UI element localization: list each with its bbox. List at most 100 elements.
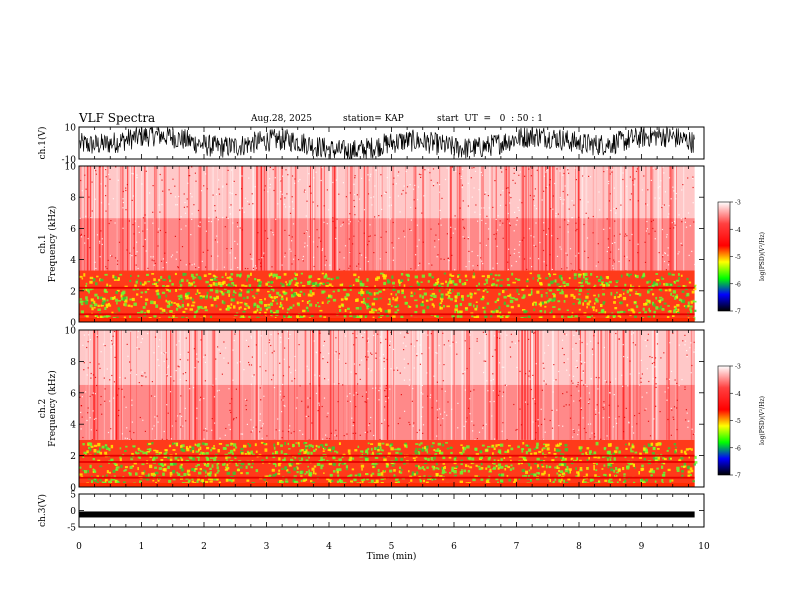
ch2-spec-speckle: [577, 434, 579, 436]
ch1-spec-speckle: [222, 216, 224, 219]
ch1-spec-band-speckle: [84, 314, 87, 317]
ch2-spec-band-speckle: [174, 456, 178, 460]
ch2-spec-band-speckle: [240, 461, 245, 466]
ch2-spec-band-speckle: [213, 457, 217, 461]
ch2-spec-band-speckle: [86, 450, 89, 454]
ch1-spec-speckle: [667, 216, 669, 218]
ch1-spec-band-speckle: [482, 306, 486, 309]
ch1-spec-band-speckle: [466, 294, 470, 298]
ch2-spec-band-speckle: [361, 480, 364, 484]
ch2-spec-speckle: [549, 419, 551, 422]
ch2-spec-band-speckle: [638, 457, 643, 459]
ch2-spec-speckle: [318, 402, 320, 404]
ch1-spec-streak: [296, 166, 298, 271]
ch2-spec-band-speckle: [423, 457, 427, 460]
ch2-spec-speckle: [153, 425, 155, 427]
ch1-spec-band-speckle: [594, 302, 596, 305]
ch1-spec-speckle: [269, 178, 271, 180]
ch2-spec-speckle: [223, 357, 225, 359]
ch2-spec-speckle: [533, 332, 535, 334]
ch2-spec-speckle: [280, 341, 282, 343]
ch1-spec-speckle: [288, 234, 290, 236]
ch1-spec-band-speckle: [107, 315, 111, 318]
ch2-spec-speckle: [645, 408, 647, 410]
ch1-spec-speckle: [644, 261, 647, 263]
ch1-spec-band-speckle: [189, 282, 194, 286]
ch1-spec-streak: [489, 166, 492, 271]
ch2-spec-speckle: [676, 399, 678, 401]
ch2-spec-band-speckle: [630, 450, 634, 453]
ch1-spec-band-speckle: [349, 289, 352, 291]
ch1-spec-band-speckle: [465, 308, 468, 311]
ch1-spec-band-speckle: [689, 305, 693, 308]
ch1-spec-band-speckle: [496, 279, 500, 282]
ch1-spec-band-speckle: [291, 279, 293, 282]
ch2-spec-band-speckle: [167, 465, 170, 469]
ch1-spec-speckle: [100, 183, 102, 185]
ch1-spec-speckle: [320, 240, 322, 242]
ch2-spec-band-speckle: [207, 462, 210, 466]
ch1-spec-speckle: [564, 185, 566, 187]
ch1-spec-speckle: [264, 185, 266, 187]
ch2-spec-speckle: [261, 437, 263, 439]
ch1-spec-band-speckle: [544, 310, 546, 314]
ch2-spec-streak: [390, 330, 392, 440]
ch2-spec-speckle: [552, 391, 554, 393]
ch1-spec-band-speckle: [94, 303, 98, 307]
ch2-spec-speckle: [357, 393, 359, 395]
ch2-spec-streak: [651, 330, 654, 440]
ch2-spec-speckle: [649, 356, 651, 358]
ch1-spec-speckle: [157, 231, 159, 233]
ch1-spec-speckle: [500, 194, 502, 196]
ch1-spec-speckle: [574, 167, 576, 169]
ch2-spec-speckle: [365, 391, 367, 393]
ch1-spec-speckle: [467, 182, 469, 184]
ch2-spec-speckle: [185, 420, 187, 422]
ch2-spec-band-speckle: [415, 443, 419, 445]
ch1-spec-speckle: [566, 254, 568, 256]
ch1-spec-speckle: [260, 265, 262, 268]
ch1-spec-band-speckle: [306, 301, 309, 304]
ch2-spec-speckle: [352, 424, 354, 427]
ch2-spec-speckle: [385, 400, 387, 403]
ch1-spec-speckle: [287, 174, 289, 176]
ch1-spec-speckle: [559, 226, 561, 228]
ch2-spec-speckle: [519, 370, 521, 372]
ch2-spec-speckle: [388, 425, 390, 427]
ch2-spec-speckle: [469, 334, 471, 336]
ch2-spec-streak: [319, 330, 321, 440]
ch1-spec-band-speckle: [435, 282, 439, 285]
ch2-spec-speckle: [528, 338, 530, 340]
ch1-spec-band-speckle: [178, 305, 182, 309]
ch1-spec-streak: [353, 166, 355, 271]
ch1-spec-band-speckle: [161, 291, 166, 294]
ch2-spec-speckle: [563, 362, 565, 364]
ch2-spec-band-speckle: [131, 465, 134, 468]
ch2-spec-band-speckle: [687, 470, 691, 474]
ch1-spec-streak: [296, 166, 298, 271]
ch1-spec-speckle: [247, 200, 249, 202]
ch1-spec-speckle: [530, 235, 532, 237]
ch1-spec-band-speckle: [655, 306, 659, 310]
ch2-spec-band-speckle: [525, 451, 528, 455]
ch2-spec-streak: [346, 330, 348, 440]
ch2-spec-band-speckle: [607, 458, 609, 462]
ch1-spec-speckle: [518, 209, 520, 211]
ch1-spec-band-speckle: [238, 306, 241, 310]
ch1-spec-band-speckle: [349, 311, 352, 314]
ch1-spec-speckle: [125, 189, 127, 192]
ch2-spec-speckle: [597, 388, 599, 390]
ch1-spec-speckle: [232, 222, 234, 224]
ch1-spec-speckle: [395, 183, 397, 185]
ch2-spec-band-speckle: [112, 469, 116, 473]
ch2-spec-streak: [491, 330, 493, 440]
ch2-spec-speckle: [686, 354, 688, 356]
ch2-spec-speckle: [639, 384, 641, 386]
ch2-spec-band-speckle: [88, 446, 90, 450]
ch2-spec-band-speckle: [308, 444, 313, 447]
ch2-spec-speckle: [542, 362, 544, 364]
ch2-spec-speckle: [322, 356, 324, 358]
ch2-spec-speckle: [390, 331, 392, 333]
ch2-spec-speckle: [541, 389, 543, 391]
ch1-spec-band-speckle: [185, 296, 188, 300]
